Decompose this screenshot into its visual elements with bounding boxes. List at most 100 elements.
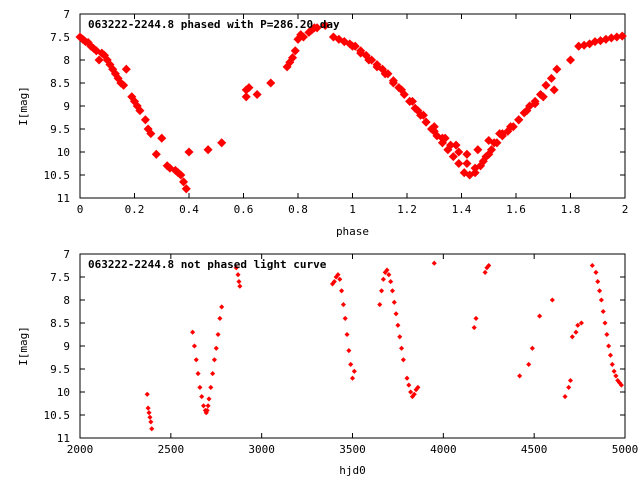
data-point	[237, 283, 243, 289]
data-point	[517, 373, 523, 379]
data-point	[184, 147, 194, 157]
data-point	[565, 55, 576, 65]
data-point	[593, 269, 599, 275]
data-point	[176, 170, 186, 180]
x-tick-label: 3500	[339, 443, 366, 456]
y-tick-label: 10	[57, 146, 70, 159]
y-tick-label: 9	[63, 340, 70, 353]
data-point	[397, 334, 403, 340]
data-point	[157, 133, 167, 143]
data-point	[389, 288, 396, 294]
data-point	[148, 419, 154, 425]
data-point	[575, 322, 581, 328]
data-point	[462, 149, 472, 159]
data-point	[388, 279, 394, 285]
x-tick-label: 1.4	[452, 203, 472, 216]
data-point	[400, 357, 406, 363]
data-point	[421, 117, 431, 127]
data-point	[339, 37, 349, 47]
data-point	[384, 267, 390, 273]
data-point	[395, 322, 401, 328]
y-axis-label: I[mag]	[17, 86, 30, 126]
data-point	[413, 106, 423, 116]
data-point	[372, 62, 382, 72]
data-point	[199, 394, 205, 400]
data-point	[408, 389, 414, 395]
y-tick-label: 10	[57, 386, 70, 399]
data-point	[266, 78, 276, 88]
data-point	[399, 345, 405, 351]
data-point	[411, 391, 417, 397]
x-axis-label: hjd0	[339, 464, 366, 477]
data-point	[406, 382, 412, 388]
data-point	[495, 129, 505, 139]
y-tick-label: 7	[63, 8, 70, 21]
x-tick-label: 1.6	[506, 203, 526, 216]
data-point	[595, 279, 601, 285]
data-point	[181, 184, 191, 194]
data-point	[526, 361, 532, 367]
data-point	[144, 391, 150, 397]
data-point	[206, 396, 212, 402]
y-tick-label: 8.5	[50, 317, 70, 330]
data-point	[233, 265, 239, 271]
x-tick-label: 5000	[612, 443, 639, 456]
data-point	[213, 345, 219, 351]
data-point	[349, 375, 356, 381]
data-point	[451, 140, 461, 150]
data-point	[454, 147, 464, 157]
x-tick-label: 2000	[67, 443, 94, 456]
x-tick-label: 0	[77, 203, 84, 216]
data-point	[462, 158, 472, 169]
data-point	[482, 269, 488, 275]
y-tick-label: 9.5	[50, 363, 70, 376]
data-point	[600, 308, 606, 315]
data-point	[377, 302, 383, 308]
data-point	[94, 55, 104, 65]
data-point	[537, 313, 543, 319]
data-point	[340, 302, 346, 308]
data-point	[149, 426, 155, 432]
x-tick-label: 0.8	[288, 203, 308, 216]
data-point	[607, 352, 614, 358]
data-point	[337, 276, 343, 282]
data-point	[119, 80, 129, 90]
y-tick-label: 7	[63, 248, 70, 261]
y-axis-label: I[mag]	[17, 326, 30, 366]
unphased-light-curve-panel: 2000 2500 3000 3500 4000 4500 5000 7 7.5 8 8.5 9 9.5…	[17, 248, 638, 477]
y-tick-label: 11	[57, 432, 70, 445]
x-tick-label: 4500	[521, 443, 548, 456]
x-tick-label: 2	[622, 203, 629, 216]
data-point	[569, 334, 575, 340]
data-point	[236, 279, 242, 285]
data-point	[473, 315, 479, 321]
x-tick-label: 1	[349, 203, 356, 216]
data-point	[205, 403, 211, 409]
y-tick-label: 10.5	[44, 169, 71, 182]
data-point	[602, 320, 608, 326]
data-point	[147, 414, 153, 420]
data-point	[471, 325, 477, 331]
data-point	[208, 384, 214, 390]
data-point	[415, 384, 421, 390]
data-point	[121, 64, 131, 74]
data-point	[597, 288, 603, 294]
data-point	[335, 272, 341, 278]
data-point	[211, 357, 217, 363]
data-point	[339, 288, 345, 294]
data-point	[241, 92, 251, 102]
data-point	[567, 377, 574, 384]
data-point	[391, 299, 397, 305]
data-point	[379, 288, 385, 294]
data-point	[606, 343, 612, 349]
data-point	[197, 384, 203, 390]
y-tick-label: 7.5	[50, 31, 70, 44]
phased-light-curve-panel: 0 0.2 0.4 0.6 0.8 1 1.2 1.4 1.6 1.8 2 7 7.5 8 8.5 9 9.5 1…	[17, 8, 628, 238]
data-point	[486, 262, 492, 269]
data-point	[440, 133, 450, 143]
data-point	[252, 89, 262, 100]
data-point	[145, 405, 151, 411]
data-point	[217, 138, 227, 148]
data-point	[204, 407, 210, 413]
